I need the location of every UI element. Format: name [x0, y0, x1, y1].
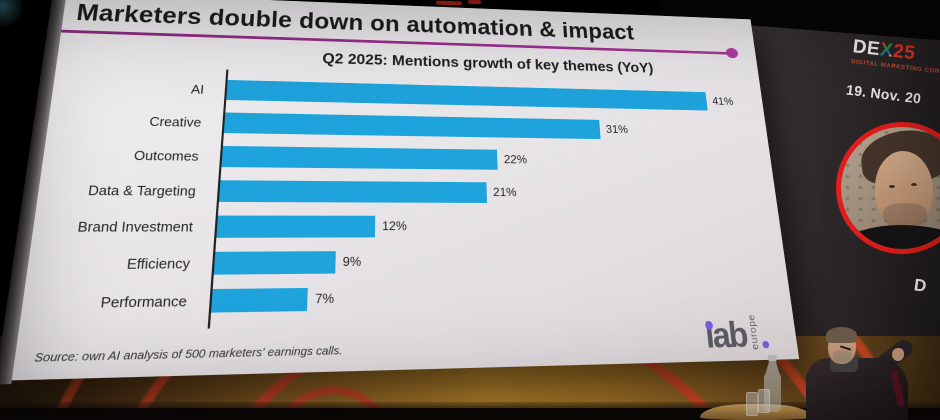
iab-purple-dot — [705, 322, 714, 331]
headshot-eye — [889, 185, 895, 188]
bar — [226, 79, 707, 110]
source-note: Source: own AI analysis of 500 marketers… — [34, 344, 343, 365]
speaker-hand — [892, 348, 904, 361]
chart-row: Performance 7% — [39, 275, 777, 322]
category-label: Data & Targeting — [56, 182, 207, 199]
chart-row: Data & Targeting 21% — [55, 172, 764, 210]
category-label: Efficiency — [46, 255, 202, 273]
iab-period-dot — [762, 341, 770, 348]
speaker-beard — [833, 351, 851, 363]
water-glass — [746, 392, 758, 416]
value-label: 22% — [504, 153, 528, 167]
bar — [219, 180, 487, 203]
bar — [221, 145, 497, 169]
category-label: Creative — [66, 112, 213, 129]
chart-row: Brand Investment 12% — [50, 208, 768, 245]
conference-stage-photo: DEX25 DIGITAL MARKETING CONFERENCE 19. N… — [0, 0, 940, 420]
iab-wordmark: iab — [704, 322, 748, 351]
iab-europe-logo: iab europe — [703, 314, 770, 351]
bar-zone: 21% — [219, 180, 763, 204]
bar — [216, 215, 375, 237]
bar-zone: 12% — [216, 215, 767, 237]
category-label: Outcomes — [61, 146, 210, 163]
bottle-cap — [768, 355, 777, 361]
bar-zone: 22% — [221, 145, 758, 171]
slide: Marketers double down on automation & im… — [12, 0, 799, 380]
speaker-hair — [826, 327, 857, 343]
headshot-eye — [911, 183, 917, 186]
category-label: Brand Investment — [51, 218, 204, 234]
bar — [224, 112, 600, 139]
bar-zone: 9% — [214, 248, 772, 274]
corner-light — [0, 0, 22, 32]
value-label: 21% — [493, 185, 517, 199]
red-led-strip — [436, 1, 462, 6]
value-label: 9% — [343, 254, 362, 269]
projection-screen: Marketers double down on automation & im… — [12, 0, 799, 380]
bar-zone: 31% — [224, 112, 754, 141]
value-label: 12% — [382, 219, 407, 233]
value-label: 7% — [315, 291, 334, 307]
speaker-headshot-badge — [836, 122, 940, 254]
speaker-on-stage — [790, 328, 940, 420]
bar — [211, 287, 308, 312]
bar-chart: AI 41% Creative 31% Outcomes 22% Data & Target… — [39, 69, 778, 324]
category-label: Performance — [41, 292, 199, 311]
bar-zone: 41% — [226, 79, 750, 111]
value-label: 41% — [712, 95, 734, 108]
chart-rows: AI 41% Creative 31% Outcomes 22% Data & Target… — [39, 69, 777, 322]
red-led-strip — [468, 0, 481, 4]
underline-end-dot — [725, 48, 738, 58]
water-glass — [758, 389, 770, 413]
bar-zone: 7% — [211, 282, 776, 312]
bar — [214, 251, 336, 274]
value-label: 31% — [605, 123, 628, 136]
iab-region-label: europe — [746, 314, 761, 350]
category-label: AI — [70, 78, 215, 96]
